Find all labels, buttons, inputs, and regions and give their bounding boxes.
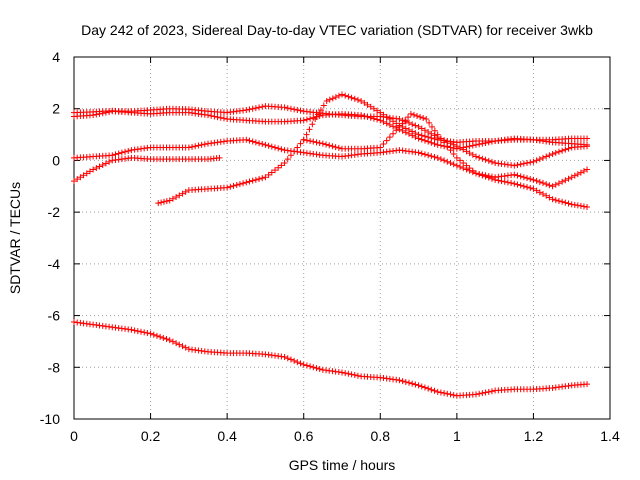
x-tick-label: 0.2 — [141, 428, 161, 444]
y-tick-label: -8 — [48, 359, 61, 375]
x-tick-label: 0.8 — [371, 428, 391, 444]
series-sat-c — [71, 136, 591, 210]
x-tick-label: 1.4 — [600, 428, 620, 444]
series-sat-f — [300, 110, 591, 190]
x-axis-label: GPS time / hours — [289, 457, 396, 473]
series-markers — [71, 319, 591, 399]
y-tick-label: -6 — [48, 308, 61, 324]
y-tick-label: 4 — [52, 49, 60, 65]
axis-ticks — [73, 56, 611, 420]
series-markers — [71, 136, 591, 210]
series-sat-e — [155, 91, 591, 207]
series-sat-g — [71, 319, 591, 399]
y-tick-labels: -10 -8 -6 -4 -2 0 2 4 — [40, 49, 60, 427]
chart-title: Day 242 of 2023, Sidereal Day-to-day VTE… — [81, 22, 593, 38]
x-tick-labels: 0 0.2 0.4 0.6 0.8 1 1.2 1.4 — [70, 428, 620, 444]
y-tick-label: -2 — [48, 204, 61, 220]
x-tick-label: 0.6 — [294, 428, 314, 444]
series-sat-d — [71, 154, 223, 185]
x-tick-label: 1.2 — [524, 428, 544, 444]
y-tick-label: 0 — [52, 152, 60, 168]
y-tick-label: -10 — [40, 411, 60, 427]
y-tick-label: -4 — [48, 256, 61, 272]
series-markers — [71, 154, 223, 185]
y-axis-label: SDTVAR / TECUs — [7, 182, 23, 294]
y-tick-label: 2 — [52, 101, 60, 117]
x-tick-label: 1 — [453, 428, 461, 444]
data-series — [71, 91, 591, 399]
x-tick-label: 0.4 — [217, 428, 237, 444]
series-markers — [300, 110, 591, 190]
x-tick-label: 0 — [70, 428, 78, 444]
series-markers — [155, 91, 591, 207]
plot-frame — [73, 56, 611, 420]
